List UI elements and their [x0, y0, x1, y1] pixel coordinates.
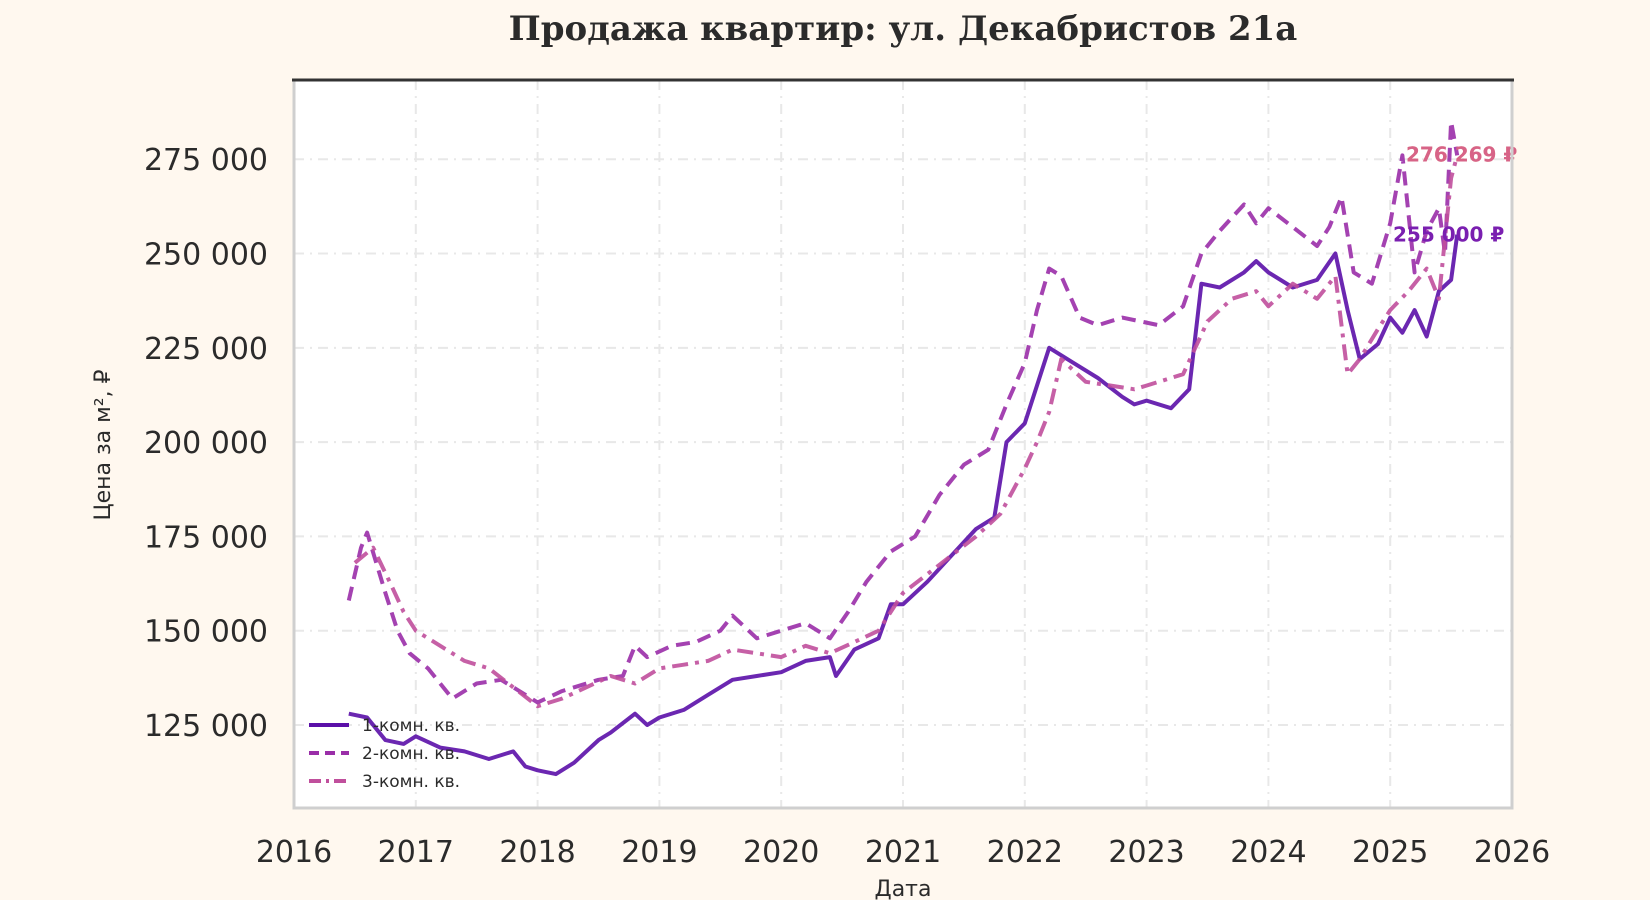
x-tick-label: 2024	[1230, 835, 1306, 870]
y-tick-label: 275 000	[144, 143, 268, 178]
y-tick-label: 200 000	[144, 426, 268, 461]
x-tick-label: 2023	[1108, 835, 1184, 870]
series-line-1	[348, 234, 1460, 777]
x-tick-label: 2016	[256, 835, 332, 870]
chart-title: Продажа квартир: ул. Декабристов 21а	[509, 9, 1298, 49]
x-tick-label: 2021	[865, 835, 941, 870]
series-line-3	[353, 154, 1460, 709]
x-tick-label: 2026	[1474, 835, 1550, 870]
end-labels: 255 000 ₽276 269 ₽276 269 ₽	[1393, 142, 1517, 246]
legend: 1-комн. кв. 2-комн. кв. 3-комн. кв.	[309, 716, 460, 792]
x-tick-label: 2019	[621, 835, 697, 870]
end-value-label: 255 000 ₽	[1393, 223, 1504, 247]
y-axis-label: Цена за м², ₽	[91, 369, 116, 520]
legend-label: 3-комн. кв.	[362, 772, 460, 792]
x-tick-label: 2017	[378, 835, 454, 870]
y-tick-label: 150 000	[144, 615, 268, 650]
x-tick-label: 2020	[743, 835, 819, 870]
y-tick-label: 125 000	[144, 709, 268, 744]
legend-label: 1-комн. кв.	[362, 716, 460, 736]
x-tick-label: 2018	[499, 835, 575, 870]
y-tick-label: 250 000	[144, 238, 268, 273]
grid	[293, 80, 1513, 808]
x-tick-label: 2022	[987, 835, 1063, 870]
y-tick-label: 175 000	[144, 520, 268, 555]
end-value-label: 276 269 ₽	[1406, 142, 1517, 166]
series-layer	[346, 119, 1460, 777]
x-ticks: 2016 2017 2018 2019 2020 2021 2022 2023 2024 2025…	[256, 835, 1550, 870]
x-tick-label: 2025	[1352, 835, 1428, 870]
series-line-2	[346, 119, 1460, 705]
y-tick-label: 225 000	[144, 332, 268, 367]
y-ticks: 125 000 150 000 175 000 200 000 225 000 250 0…	[144, 143, 268, 744]
legend-label: 2-комн. кв.	[362, 744, 460, 764]
end-value-label: 276 269 ₽	[1406, 142, 1517, 166]
x-axis-label: Дата	[875, 877, 932, 900]
